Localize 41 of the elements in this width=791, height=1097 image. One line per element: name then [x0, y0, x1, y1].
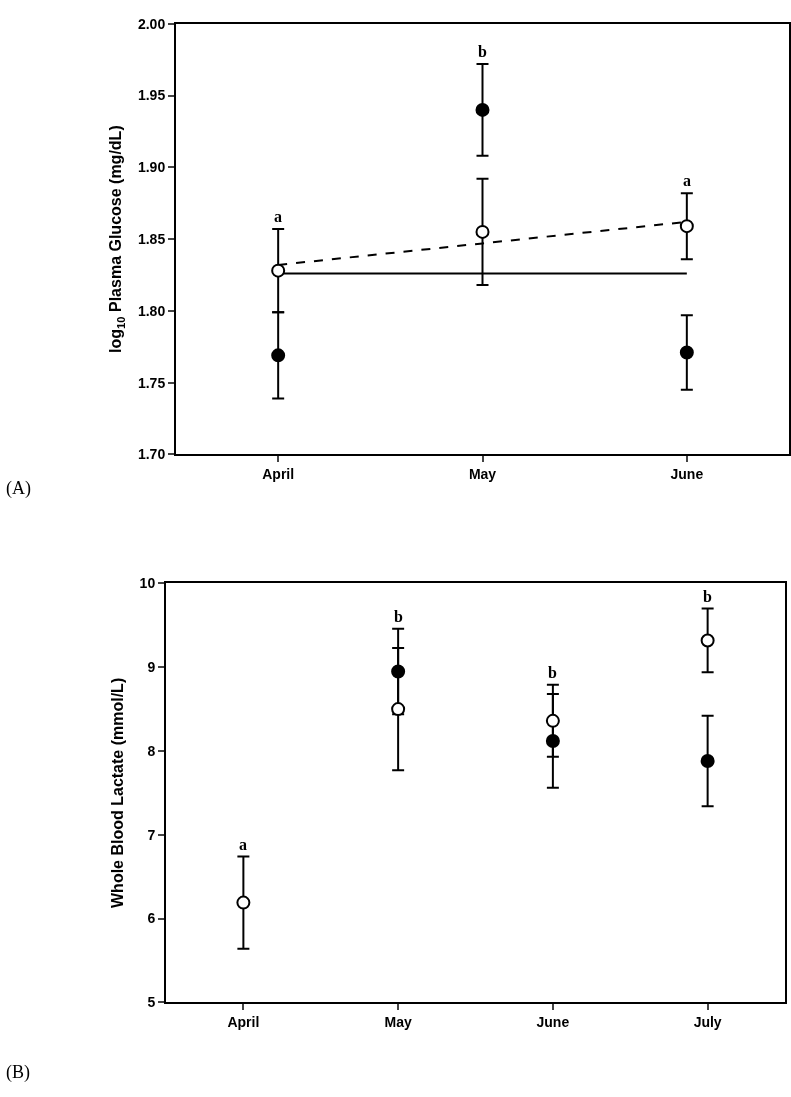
- annotation: b: [478, 43, 487, 60]
- y-axis-title: Whole Blood Lactate (mmol/L): [109, 677, 127, 908]
- y-tick-label: 6: [147, 910, 156, 927]
- annotation: b: [703, 588, 712, 605]
- y-tick-label: 8: [147, 742, 156, 759]
- annotation: a: [683, 172, 691, 189]
- point: [700, 633, 715, 648]
- y-tick-label: 9: [147, 659, 156, 676]
- point: [679, 219, 694, 234]
- y-tick-label: 1.85: [137, 230, 166, 247]
- annotation: a: [274, 208, 282, 225]
- annotation: b: [394, 608, 403, 625]
- text: (A): [6, 478, 31, 499]
- point: [475, 224, 490, 239]
- y-tick-label: 10: [139, 575, 156, 592]
- point: [679, 345, 694, 360]
- text: (B): [6, 1062, 30, 1083]
- y-tick-label: 1.90: [137, 159, 166, 176]
- y-tick-label: 7: [147, 826, 156, 843]
- x-tick-label: April: [227, 1014, 260, 1031]
- point: [271, 263, 286, 278]
- x-tick-label: June: [670, 466, 704, 483]
- point: [391, 702, 406, 717]
- x-tick-label: June: [536, 1014, 570, 1031]
- x-tick-label: April: [262, 466, 295, 483]
- annotation: b: [548, 664, 557, 681]
- annotation: a: [239, 836, 247, 853]
- y-tick-label: 1.95: [137, 87, 166, 104]
- point: [475, 102, 490, 117]
- y-tick-label: 5: [147, 994, 156, 1011]
- x-tick-label: May: [468, 466, 497, 483]
- point: [700, 754, 715, 769]
- point: [271, 348, 286, 363]
- point: [236, 895, 251, 910]
- x-tick-label: July: [693, 1014, 722, 1031]
- x-tick-label: May: [384, 1014, 412, 1031]
- y-tick-label: 1.70: [137, 446, 166, 463]
- y-tick-label: 1.75: [137, 374, 166, 391]
- y-tick-label: 2.00: [137, 15, 166, 32]
- y-tick-label: 1.80: [137, 302, 166, 319]
- point: [545, 713, 560, 728]
